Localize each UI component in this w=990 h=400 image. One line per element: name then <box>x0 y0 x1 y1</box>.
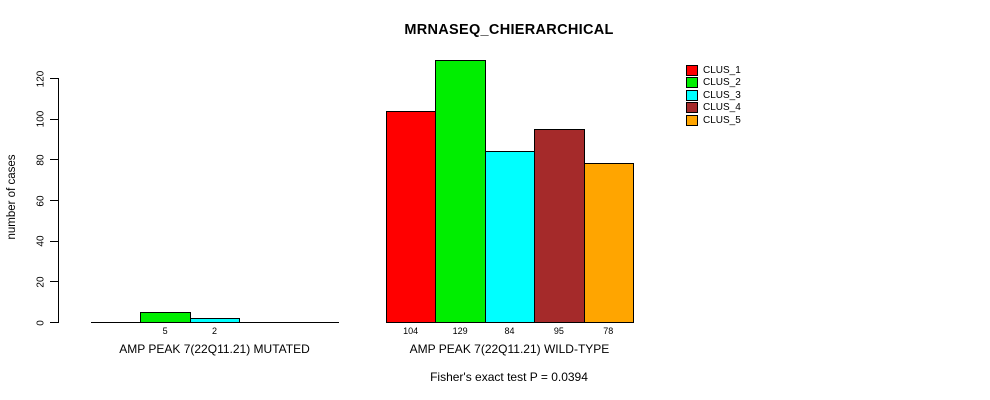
legend-item: CLUS_1 <box>686 64 741 77</box>
y-axis-tick-label: 0 <box>35 319 47 326</box>
bar-value-label: 129 <box>452 326 468 336</box>
legend-swatch-icon <box>686 89 698 101</box>
bar-value-label: 2 <box>211 326 218 336</box>
legend-item: CLUS_3 <box>686 89 741 102</box>
legend-swatch-icon <box>686 64 698 76</box>
bar-value-label: 5 <box>162 326 168 336</box>
bar-clus_2-group0 <box>140 311 191 323</box>
y-axis-tick-label: 120 <box>35 70 47 87</box>
bar-value-label: 78 <box>603 326 614 336</box>
y-axis-tick-label: 80 <box>35 154 47 166</box>
legend: CLUS_1 CLUS_2 CLUS_3 CLUS_4 CLUS_5 <box>686 64 741 127</box>
chart-title: MRNASEQ_CHIERARCHICAL <box>404 22 614 38</box>
bar-clus_2-group1 <box>435 59 486 323</box>
bar-clus_5-group1 <box>583 163 634 323</box>
legend-label: CLUS_2 <box>703 77 741 89</box>
y-axis-tick <box>50 159 58 161</box>
y-axis-tick-label: 60 <box>35 194 47 207</box>
y-axis-tick-label: 40 <box>35 235 47 247</box>
legend-label: CLUS_5 <box>703 114 741 126</box>
legend-item: CLUS_5 <box>686 114 741 127</box>
legend-label: CLUS_1 <box>703 64 741 76</box>
bar-clus_4-group1 <box>534 128 585 323</box>
y-axis-tick <box>50 322 58 323</box>
annotation-fisher-test: Fisher's exact test P = 0.0394 <box>430 370 588 384</box>
legend-swatch-icon <box>686 114 698 126</box>
bar-clus_3-group1 <box>484 151 536 323</box>
x-group-label: AMP PEAK 7(22Q11.21) MUTATED <box>119 342 310 356</box>
y-axis-tick-label: 100 <box>35 110 47 128</box>
y-axis-tick <box>50 240 58 242</box>
x-group-label: AMP PEAK 7(22Q11.21) WILD-TYPE <box>409 342 610 356</box>
bar-value-label: 95 <box>553 326 564 336</box>
bar-clus_1-group1 <box>386 110 437 323</box>
bar-value-label: 104 <box>403 326 419 336</box>
y-axis-tick <box>50 281 58 283</box>
y-axis-tick <box>50 200 58 201</box>
legend-label: CLUS_3 <box>703 89 741 101</box>
bar-value-label: 84 <box>504 326 515 336</box>
y-axis-label: number of cases <box>6 154 18 240</box>
y-axis-tick <box>50 118 58 120</box>
bar-clus_3-group0 <box>189 317 241 323</box>
legend-item: CLUS_4 <box>686 102 741 115</box>
legend-label: CLUS_4 <box>703 102 741 114</box>
y-axis-tick-label: 20 <box>35 276 47 288</box>
y-axis-tick <box>50 78 58 79</box>
legend-swatch-icon <box>686 102 698 114</box>
legend-swatch-icon <box>686 77 698 89</box>
y-axis-line <box>58 78 59 323</box>
legend-item: CLUS_2 <box>686 77 741 90</box>
